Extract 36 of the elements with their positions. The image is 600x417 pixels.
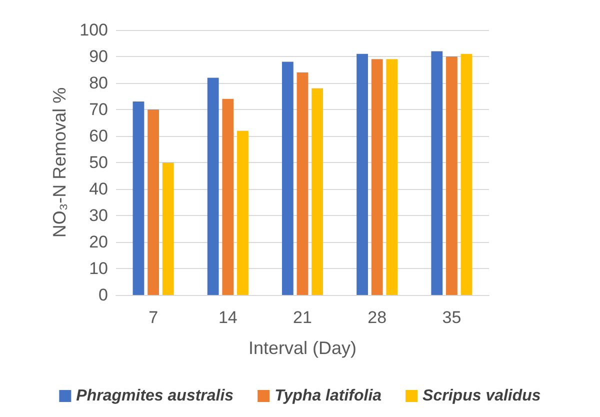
y-tick-label: 70 [89,100,108,119]
y-tick-label: 80 [89,74,108,92]
bar [371,59,383,295]
legend-label: Scripus validus [422,388,541,404]
bar [312,88,324,295]
y-tick-label: 90 [89,47,108,66]
bar [356,54,368,295]
bar [282,62,294,295]
bar [132,102,144,295]
bar [207,78,219,295]
x-tick-label: 7 [148,308,158,327]
y-tick-label: 0 [98,286,108,304]
bar [386,59,398,295]
bar [237,130,248,295]
bar [296,72,308,295]
bar [431,51,443,295]
x-tick-label: 21 [293,308,312,327]
x-tick-label: 28 [368,308,387,327]
x-axis-title: Interval (Day) [248,338,357,358]
y-tick-label: 40 [89,180,108,198]
y-axis-title: NO₃-N Removal % [50,87,70,238]
x-tick-label: 35 [442,308,462,327]
y-tick-label: 60 [89,126,108,146]
bar [446,56,458,295]
y-tick-label: 100 [80,20,108,40]
y-tick-label: 10 [89,259,108,278]
bar [162,162,174,295]
bar [460,54,472,295]
legend-label: Phragmites australis [76,388,234,404]
bar [148,110,159,295]
y-tick-label: 20 [89,232,108,252]
bar [222,98,234,295]
y-tick-label: 50 [89,153,108,172]
legend-label: Typha latifolia [274,388,382,404]
x-tick-label: 14 [218,308,238,327]
y-tick-label: 30 [89,206,108,225]
